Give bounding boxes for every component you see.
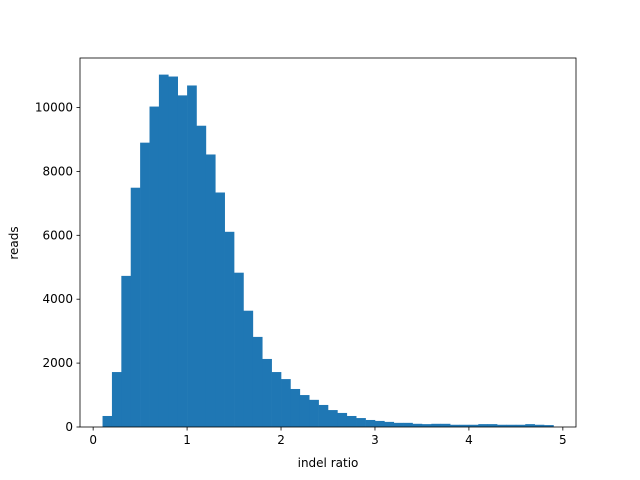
bar (187, 85, 197, 427)
y-tick-label: 0 (65, 420, 73, 434)
bar (468, 424, 479, 427)
bar (281, 379, 291, 427)
bar (544, 425, 554, 427)
bar (140, 142, 150, 427)
x-tick-label: 5 (559, 433, 567, 447)
bar (102, 415, 113, 427)
bar (431, 423, 442, 427)
bar (121, 275, 132, 427)
bar (346, 415, 357, 427)
bar (450, 424, 460, 427)
bar (111, 372, 122, 427)
y-tick-label: 2000 (42, 356, 73, 370)
bar (252, 336, 263, 427)
x-tick-label: 1 (183, 433, 191, 447)
x-tick-label: 3 (371, 433, 379, 447)
y-tick-label: 8000 (42, 164, 73, 178)
bar (271, 372, 282, 427)
bar (158, 74, 169, 428)
y-tick-label: 6000 (42, 228, 73, 242)
bar (290, 388, 301, 427)
bar (328, 410, 338, 427)
bar (234, 272, 244, 427)
bar (149, 106, 160, 427)
x-tick-label: 2 (277, 433, 285, 447)
bar (196, 125, 207, 428)
bar (356, 418, 366, 427)
bar (487, 424, 498, 427)
x-tick-label: 4 (465, 433, 473, 447)
y-tick-label: 10000 (35, 101, 73, 115)
bar (384, 421, 395, 427)
bar (525, 424, 535, 427)
bar (459, 424, 470, 427)
bar (393, 422, 404, 427)
bar (440, 423, 451, 427)
bar (478, 424, 488, 427)
bar (318, 404, 329, 427)
bar (215, 192, 225, 427)
plot-frame (79, 57, 577, 428)
bar (130, 187, 141, 427)
bar (421, 424, 432, 427)
bar (515, 424, 526, 427)
bar (534, 424, 545, 427)
x-tick-label: 0 (89, 433, 97, 447)
y-axis-label: reads (7, 226, 21, 259)
bar (374, 420, 385, 427)
bar (365, 419, 376, 427)
bar (506, 424, 517, 427)
bar (224, 231, 235, 427)
bar (177, 95, 188, 428)
y-tick-label: 4000 (42, 292, 73, 306)
bar (205, 154, 216, 427)
bar (337, 412, 348, 427)
bar (403, 422, 413, 427)
bar (262, 358, 272, 427)
bar (243, 310, 254, 427)
bar (299, 395, 310, 427)
bar (497, 424, 507, 427)
bar (309, 399, 319, 427)
bar (412, 423, 423, 427)
x-axis-label: indel ratio (298, 456, 359, 470)
bar (168, 76, 178, 427)
